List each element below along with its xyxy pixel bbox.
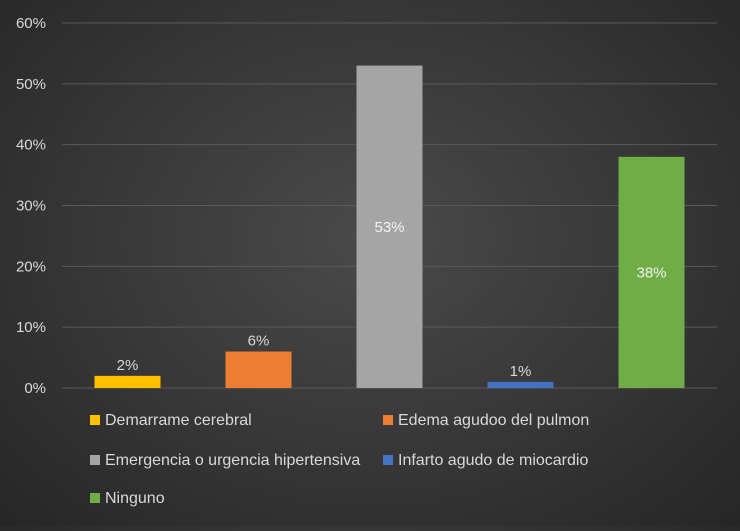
legend-label: Emergencia o urgencia hipertensiva (105, 452, 360, 469)
legend-swatch (383, 455, 393, 465)
bar (618, 156, 685, 388)
legend-label: Infarto agudo de miocardio (398, 452, 588, 469)
legend-label: Demarrame cerebral (105, 412, 252, 429)
bar (487, 381, 554, 388)
legend-swatch (90, 455, 100, 465)
data-label: 53% (374, 219, 404, 236)
y-tick-label: 10% (16, 319, 46, 336)
data-label: 2% (117, 357, 139, 374)
y-tick-label: 40% (16, 137, 46, 154)
legend-swatch (383, 415, 393, 425)
data-label: 1% (510, 363, 532, 380)
y-tick-label: 0% (24, 380, 46, 397)
data-label: 6% (248, 333, 270, 350)
y-tick-label: 30% (16, 198, 46, 215)
y-tick-label: 50% (16, 76, 46, 93)
y-tick-label: 20% (16, 258, 46, 275)
bar (356, 65, 423, 388)
legend-label: Ninguno (105, 490, 165, 507)
bar (225, 351, 292, 388)
legend-label: Edema agudoo del pulmon (398, 412, 589, 429)
legend-swatch (90, 415, 100, 425)
bar (94, 375, 161, 388)
y-tick-label: 60% (16, 15, 46, 32)
legend-swatch (90, 493, 100, 503)
data-label: 38% (636, 264, 666, 281)
